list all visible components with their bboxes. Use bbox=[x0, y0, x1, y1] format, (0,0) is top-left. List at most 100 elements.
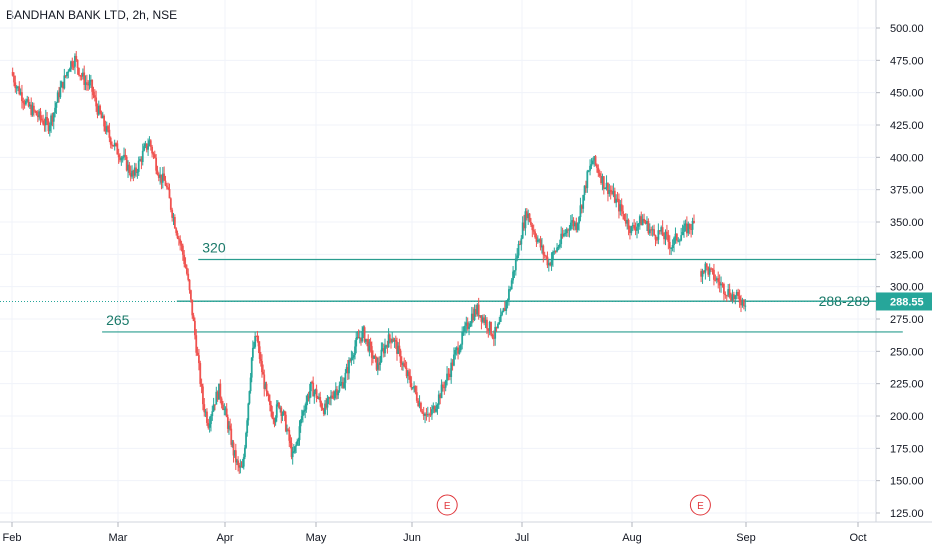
candle-body bbox=[684, 223, 687, 226]
candle-body bbox=[276, 402, 279, 405]
candle-body bbox=[229, 425, 232, 429]
candle-body bbox=[195, 335, 198, 353]
candle-body bbox=[479, 315, 481, 317]
candle-body bbox=[43, 124, 46, 126]
candle-body bbox=[626, 219, 629, 224]
candle-body bbox=[683, 225, 685, 232]
candle-body bbox=[620, 204, 623, 212]
candle-body bbox=[596, 164, 598, 168]
candle-body bbox=[436, 404, 439, 409]
candle-body bbox=[320, 402, 323, 409]
candle-body bbox=[282, 411, 285, 415]
candle-body bbox=[410, 383, 413, 389]
candle-body bbox=[44, 117, 47, 126]
candle-body bbox=[735, 291, 738, 296]
candle-body bbox=[724, 293, 727, 296]
candle-body bbox=[361, 331, 364, 342]
candle-body bbox=[532, 230, 535, 232]
candle-body bbox=[636, 226, 638, 231]
candle-body bbox=[677, 240, 680, 242]
candle-body bbox=[578, 217, 580, 224]
candle-body bbox=[225, 408, 228, 418]
candle-body bbox=[591, 160, 594, 165]
candle-body bbox=[191, 299, 194, 316]
candle-body bbox=[678, 240, 681, 242]
candle-body bbox=[622, 211, 624, 214]
candle-body bbox=[700, 271, 703, 277]
candle-body bbox=[200, 383, 203, 387]
candle-body bbox=[454, 349, 457, 355]
candle-body bbox=[356, 337, 359, 339]
time-axis[interactable]: Feb Mar Apr May Jun Jul Aug Sep Oct bbox=[3, 522, 867, 544]
candle-body bbox=[654, 235, 657, 240]
candle-body bbox=[421, 411, 424, 414]
level-label: 288-289 bbox=[819, 293, 871, 309]
candle-body bbox=[30, 104, 33, 115]
candle-body bbox=[168, 189, 171, 199]
candle-body bbox=[160, 174, 163, 183]
candle-body bbox=[206, 411, 208, 423]
candle-body bbox=[393, 339, 396, 342]
y-tick-label: 225.00 bbox=[890, 379, 924, 391]
candle-body bbox=[311, 381, 313, 383]
candle-body bbox=[648, 229, 651, 234]
candle-body bbox=[634, 228, 637, 231]
earnings-marker[interactable] bbox=[436, 494, 458, 516]
candle-body bbox=[240, 465, 243, 468]
candle-body bbox=[328, 397, 331, 399]
candle-body bbox=[115, 143, 117, 145]
candle-body bbox=[601, 176, 604, 184]
candle-body bbox=[204, 411, 207, 413]
candle-body bbox=[435, 408, 437, 412]
candle-body bbox=[643, 218, 646, 222]
candle-body bbox=[198, 355, 200, 364]
candle-body bbox=[602, 176, 605, 189]
candle-body bbox=[270, 405, 272, 412]
candle-body bbox=[554, 251, 557, 253]
candle-body bbox=[344, 372, 347, 383]
candle-body bbox=[498, 321, 501, 324]
candles bbox=[11, 50, 747, 474]
earnings-marker[interactable] bbox=[689, 494, 711, 516]
candle-body bbox=[330, 395, 332, 399]
candle-body bbox=[598, 173, 601, 176]
candle-body bbox=[589, 165, 591, 171]
candle-body bbox=[394, 339, 397, 342]
candle-body bbox=[38, 111, 41, 118]
candle-body bbox=[360, 337, 362, 342]
candle-body bbox=[202, 386, 204, 405]
candle-body bbox=[457, 347, 459, 354]
candle-body bbox=[181, 245, 184, 255]
candle-body bbox=[88, 81, 91, 86]
candle-body bbox=[524, 211, 527, 229]
candle-body bbox=[143, 146, 145, 151]
candle-body bbox=[651, 229, 654, 231]
candle-body bbox=[203, 404, 206, 413]
candle-body bbox=[210, 416, 212, 425]
candle-body bbox=[92, 91, 95, 96]
price-axis[interactable]: 500.00 475.00 450.00 425.00 400.00 375.00 350.… bbox=[876, 23, 924, 520]
candle-body bbox=[81, 72, 84, 77]
candle-body bbox=[490, 321, 492, 335]
candle-body bbox=[381, 348, 384, 350]
candle-body bbox=[153, 154, 156, 158]
candle-body bbox=[444, 380, 447, 388]
candle-body bbox=[32, 105, 35, 111]
candle-body bbox=[571, 220, 574, 223]
candle-body bbox=[108, 129, 111, 138]
candle-body bbox=[494, 326, 497, 339]
level-label: 265 bbox=[106, 312, 130, 328]
candle-body bbox=[547, 263, 550, 266]
candle-body bbox=[473, 309, 476, 320]
candle-body bbox=[31, 105, 34, 115]
candle-body bbox=[279, 407, 282, 409]
candle-body bbox=[176, 233, 179, 239]
candle-body bbox=[740, 302, 742, 306]
candle-body bbox=[615, 198, 618, 203]
candle-body bbox=[619, 204, 622, 212]
candle-body bbox=[125, 156, 128, 171]
candle-body bbox=[720, 283, 722, 286]
candle-body bbox=[514, 258, 517, 271]
candle-body bbox=[294, 446, 296, 452]
